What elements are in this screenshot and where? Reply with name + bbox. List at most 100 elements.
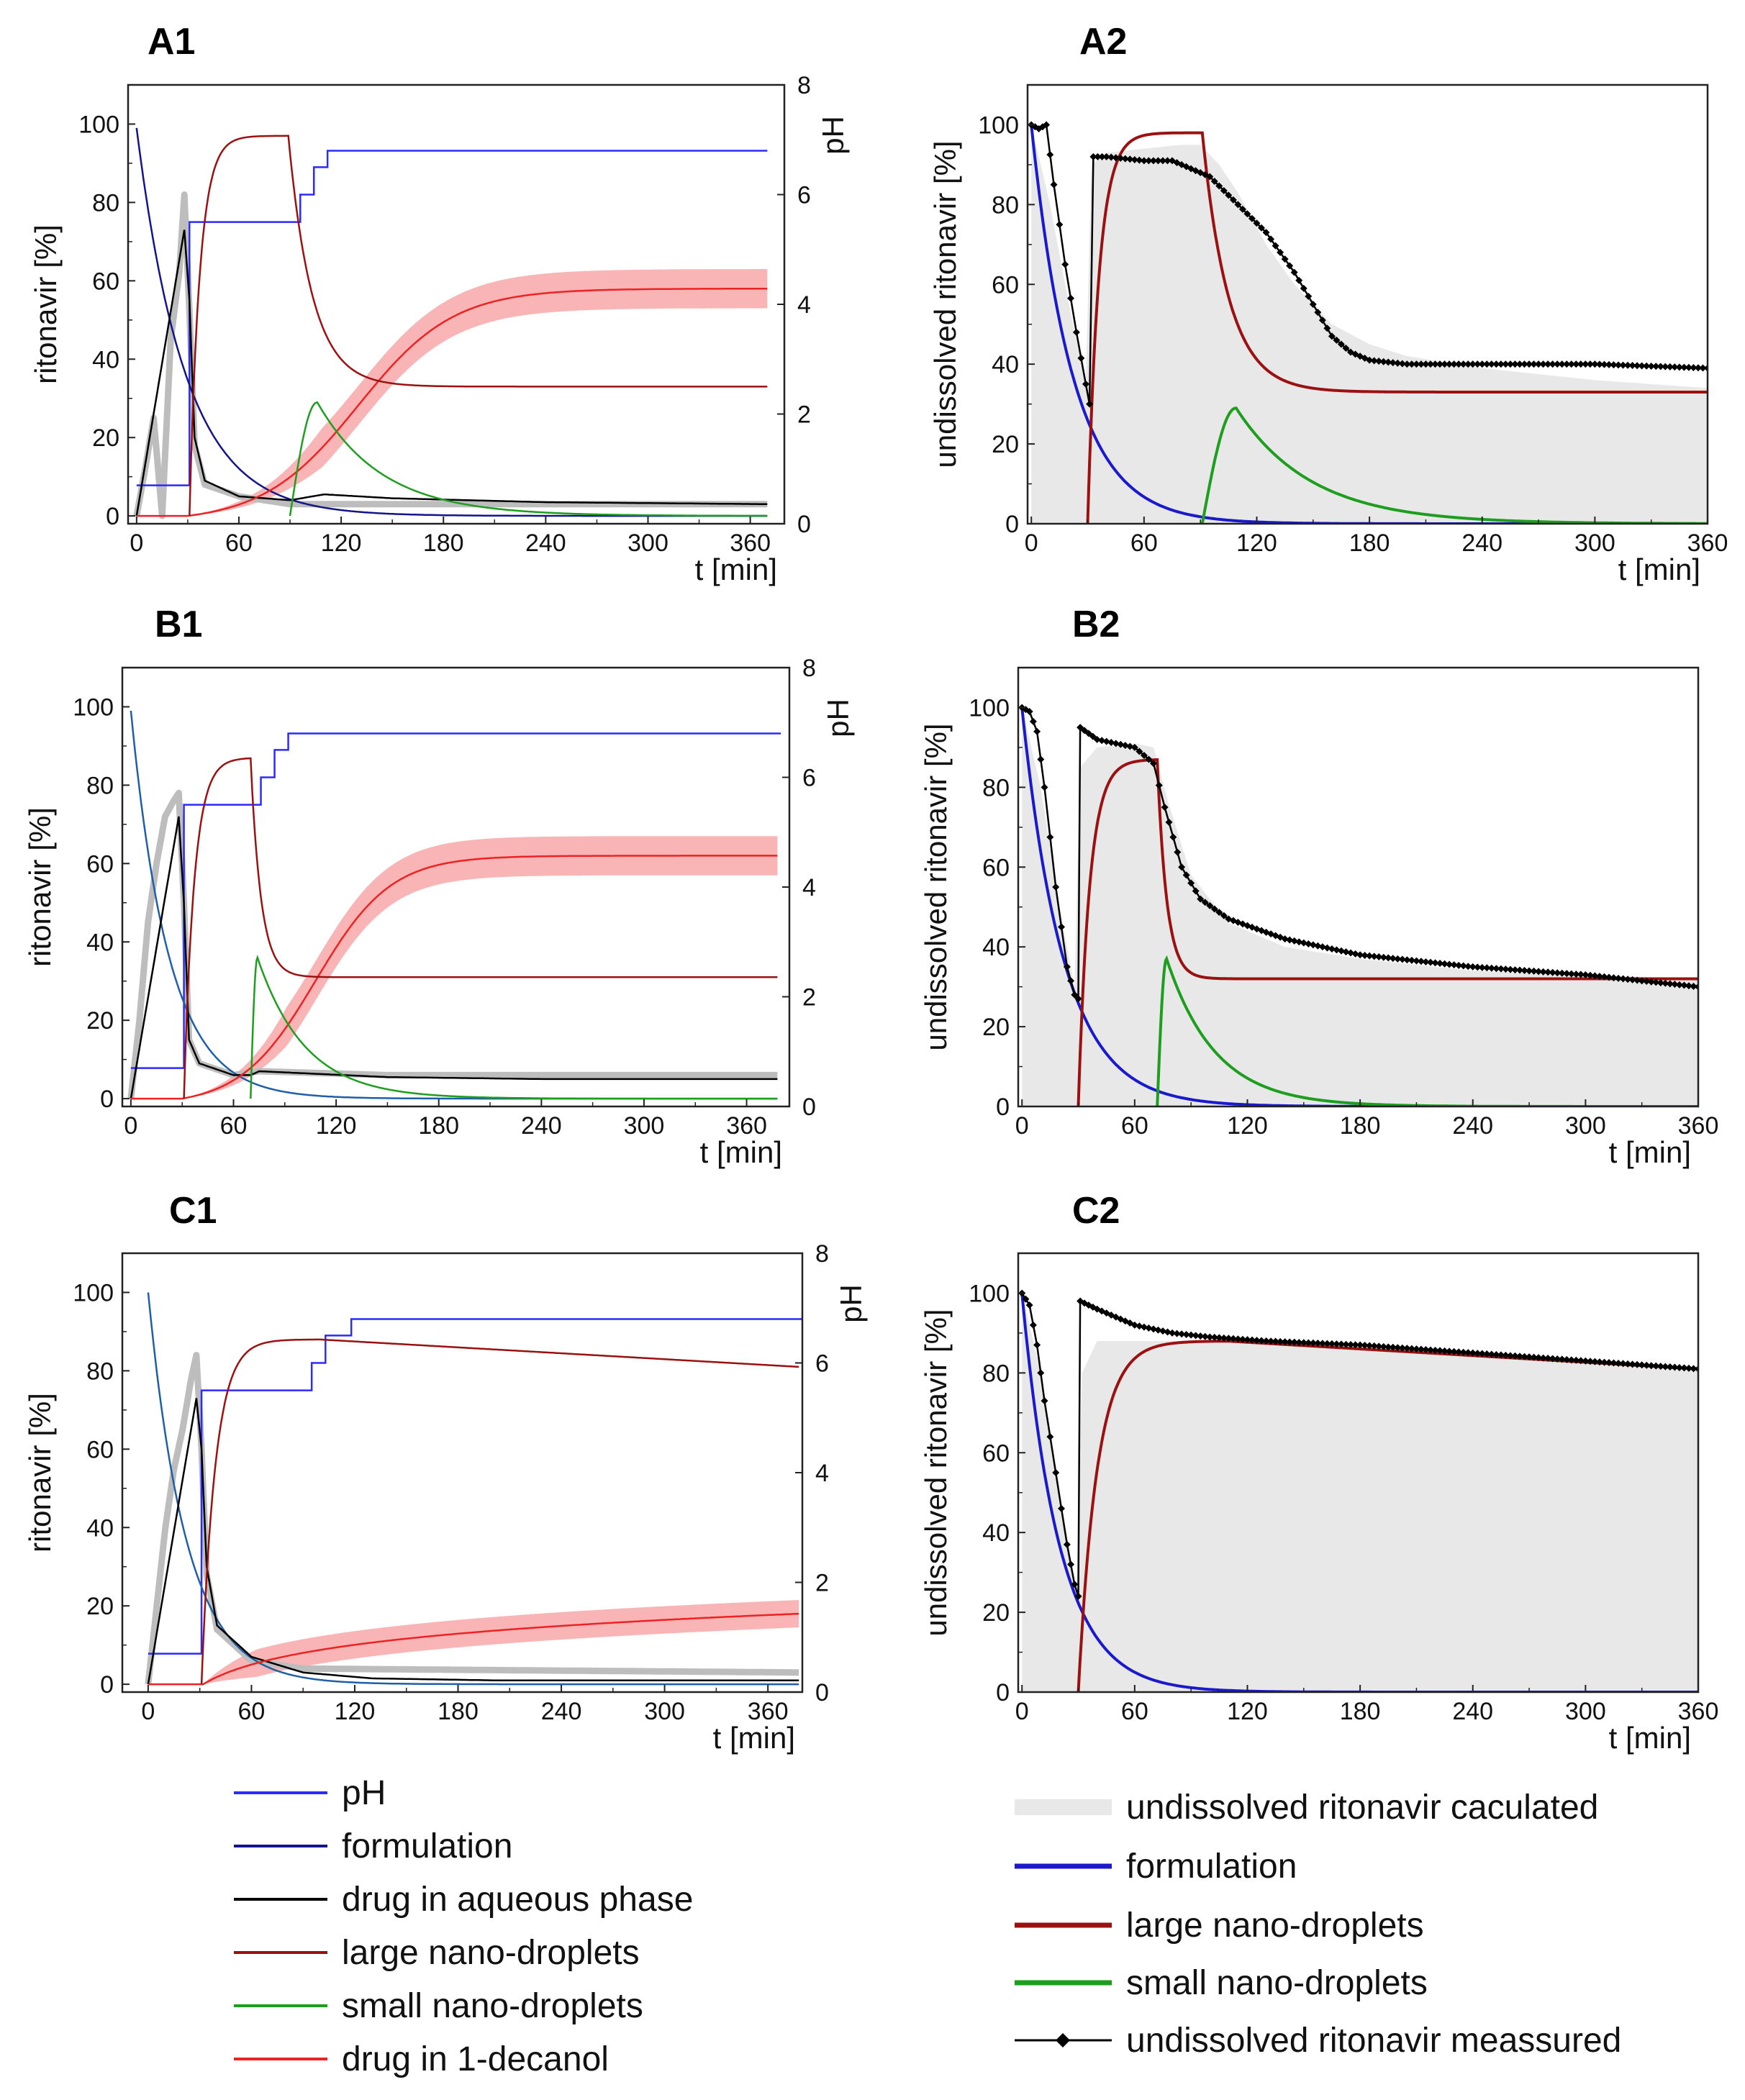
decanol-line-c1 (148, 1612, 799, 1686)
measured-point (1333, 1340, 1341, 1348)
measured-point (1229, 196, 1237, 204)
measured-point (1318, 943, 1326, 951)
measured-point (1318, 1340, 1326, 1347)
measured-point (1086, 400, 1094, 408)
measured-point (1318, 317, 1326, 324)
measured-point (1619, 361, 1627, 369)
legend-right-label-1: formulation (1126, 1847, 1297, 1886)
x-tick-label: 360 (726, 1112, 767, 1140)
measured-point (1058, 923, 1066, 931)
measured-point (1215, 182, 1223, 190)
x-tick-label: 0 (141, 1698, 155, 1725)
measured-point (1102, 737, 1110, 745)
y-tick-label: 0 (1005, 511, 1019, 538)
measured-point (1413, 957, 1420, 965)
y-tick-label: 40 (992, 351, 1019, 378)
measured-point (1647, 362, 1655, 370)
large-line-c1 (200, 1338, 799, 1685)
measured-point (1431, 959, 1439, 967)
measured-point (1029, 1321, 1037, 1329)
measured-point (1619, 1360, 1627, 1368)
measured-point (1685, 982, 1692, 990)
x-tick-label: 120 (1236, 529, 1277, 557)
plot-area-b1 (127, 710, 781, 1100)
measured-point (1351, 1341, 1359, 1349)
measured-point (1572, 971, 1580, 978)
x-tick-label: 300 (1574, 529, 1615, 557)
measured-point (1431, 1346, 1439, 1354)
measured-point (1309, 1339, 1317, 1347)
measured-point (1117, 154, 1125, 162)
measured-point (1474, 1350, 1482, 1358)
calc-fill-b2 (1022, 707, 1698, 1106)
measured-point (1067, 294, 1075, 302)
legend-left: pH formulation drug in aqueous phase lar… (234, 1774, 693, 2078)
measured-point (1478, 1350, 1486, 1358)
measured-point (1210, 1333, 1218, 1341)
measured-point (1043, 121, 1051, 129)
measured-point (1633, 1360, 1641, 1368)
measured-point (1206, 1333, 1214, 1341)
measured-point (1379, 358, 1387, 365)
measured-point (1586, 971, 1594, 979)
y2-axis-title: pH (834, 1284, 868, 1323)
measured-point (1520, 966, 1528, 974)
measured-point (1052, 883, 1060, 891)
x-tick-label: 300 (627, 529, 668, 557)
measured-point (1675, 363, 1683, 371)
legend-right-label-3: small nano-droplets (1126, 1964, 1428, 2002)
measured-point (1220, 1334, 1228, 1342)
measured-point (1145, 755, 1153, 763)
measured-point (1253, 1337, 1261, 1345)
y-tick-label: 0 (106, 503, 119, 530)
measured-point (1549, 360, 1556, 368)
measured-point (1638, 977, 1646, 985)
measured-point (1102, 153, 1110, 160)
measured-point (1098, 153, 1106, 160)
measured-point (1492, 1350, 1500, 1358)
measured-point (1277, 248, 1284, 256)
measured-point (1234, 1335, 1242, 1343)
measured-point (1628, 1360, 1636, 1368)
measured-point (1628, 976, 1636, 983)
x-tick-label: 60 (1130, 529, 1158, 557)
measured-point (1159, 157, 1166, 165)
measured-point (1539, 968, 1547, 976)
measured-point (1077, 724, 1084, 732)
y-tick-label: 100 (78, 111, 119, 138)
measured-point (1295, 938, 1303, 946)
measured-point (1154, 157, 1162, 165)
y-tick-label: 40 (92, 346, 119, 373)
measured-point (1474, 963, 1482, 971)
measured-point (1554, 1355, 1562, 1363)
measured-point (1652, 363, 1660, 371)
measured-point (1192, 887, 1200, 895)
measured-point (1605, 360, 1613, 368)
measured-point (1643, 1361, 1651, 1369)
y-tick-label: 80 (86, 772, 114, 799)
measured-point (1577, 360, 1585, 368)
measured-point (1145, 1324, 1153, 1332)
measured-point (1136, 156, 1143, 164)
measured-point (1375, 953, 1383, 961)
y-axis-b2: 0 20 40 60 80 100 undissolved ritonavir [%] (919, 694, 1025, 1121)
legend-right-label-0: undissolved ritonavir caculated (1126, 1788, 1598, 1827)
measured-point (1394, 1344, 1402, 1352)
measured-point (1063, 963, 1071, 971)
measured-point (1558, 360, 1566, 368)
x-tick-label: 360 (1678, 1112, 1719, 1140)
calc-fill-c2 (1022, 1293, 1698, 1692)
measured-point (1323, 1340, 1331, 1347)
y2-tick-label: 4 (797, 291, 811, 319)
measured-point (1511, 1352, 1519, 1360)
measured-point (1072, 328, 1080, 336)
decanol-band-a1 (187, 269, 768, 517)
measured-point (1591, 360, 1599, 368)
y2-axis-c1: 0 2 4 6 8pH (795, 1240, 868, 1706)
y-tick-label: 0 (100, 1671, 114, 1699)
measured-point (1384, 1343, 1392, 1351)
measured-point (1605, 1359, 1613, 1367)
measured-point (1081, 727, 1089, 735)
